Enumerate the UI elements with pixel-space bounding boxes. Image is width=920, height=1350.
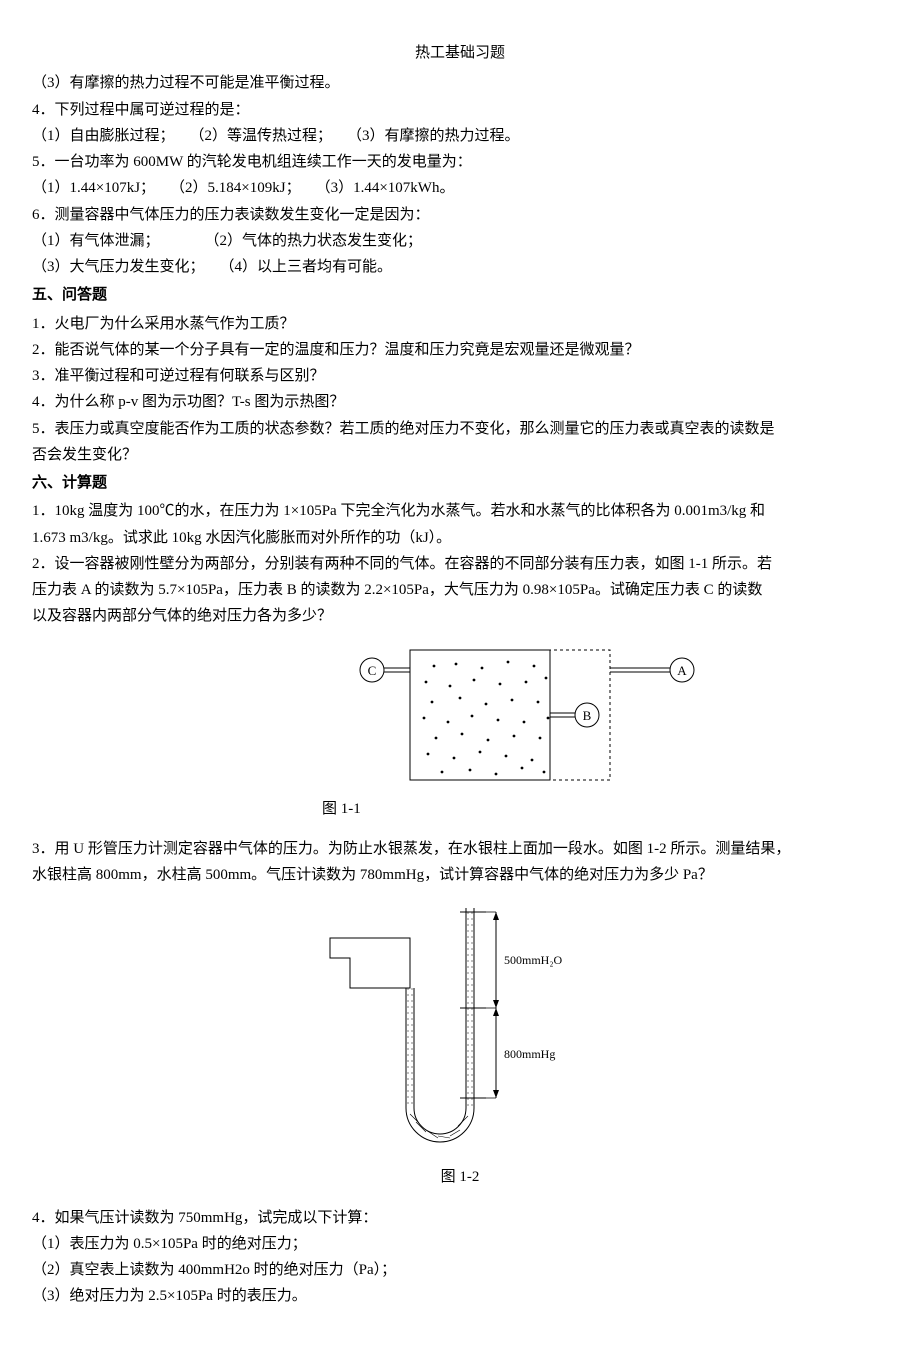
p6-1a: 1．10kg 温度为 100℃的水，在压力为 1×105Pa 下完全汽化为水蒸气… <box>32 498 888 524</box>
text-line: （3）大气压力发生变化； （4）以上三者均有可能。 <box>32 254 888 280</box>
p6-3b: 水银柱高 800mm，水柱高 500mm。气压计读数为 780mmHg，试计算容… <box>32 862 888 888</box>
gauge-c-label: C <box>368 663 377 678</box>
page-title: 热工基础习题 <box>32 40 888 66</box>
p6-2b: 压力表 A 的读数为 5.7×105Pa，压力表 B 的读数为 2.2×105P… <box>32 577 888 603</box>
q5-3: 3．准平衡过程和可逆过程有何联系与区别？ <box>32 363 888 389</box>
q5-2: 2．能否说气体的某一个分子具有一定的温度和压力？温度和压力究竟是宏观量还是微观量… <box>32 337 888 363</box>
gauge-a-label: A <box>677 663 687 678</box>
text-line: （1）1.44×107kJ； （2）5.184×109kJ； （3）1.44×1… <box>32 175 888 201</box>
figure-1-1: C A B 图 1-1 <box>172 640 888 822</box>
p6-3a: 3．用 U 形管压力计测定容器中气体的压力。为防止水银蒸发，在水银柱上面加一段水… <box>32 836 888 862</box>
p6-4: 4．如果气压计读数为 750mmHg，试完成以下计算： <box>32 1205 888 1231</box>
section-6-header: 六、计算题 <box>32 470 888 496</box>
q5-5b: 否会发生变化？ <box>32 442 888 468</box>
q5-5a: 5．表压力或真空度能否作为工质的状态参数？若工质的绝对压力不变化，那么测量它的压… <box>32 416 888 442</box>
text-line: （3）有摩擦的热力过程不可能是准平衡过程。 <box>32 70 888 96</box>
p6-4-3: （3）绝对压力为 2.5×105Pa 时的表压力。 <box>32 1283 888 1309</box>
p6-4-2: （2）真空表上读数为 400mmH2o 时的绝对压力（Pa）； <box>32 1257 888 1283</box>
p6-2c: 以及容器内两部分气体的绝对压力各为多少？ <box>32 603 888 629</box>
q5-1: 1．火电厂为什么采用水蒸气作为工质？ <box>32 311 888 337</box>
section-5-header: 五、问答题 <box>32 282 888 308</box>
p6-1b: 1.673 m3/kg。试求此 10kg 水因汽化膨胀而对外所作的功（kJ）。 <box>32 525 888 551</box>
p6-2a: 2．设一容器被刚性壁分为两部分，分别装有两种不同的气体。在容器的不同部分装有压力… <box>32 551 888 577</box>
text-line: （1）有气体泄漏； （2）气体的热力状态发生变化； <box>32 228 888 254</box>
gauge-b-label: B <box>583 708 592 723</box>
figure-1-2: 500mmH₂O 800mmHg 图 1-2 <box>32 898 888 1190</box>
p6-4-1: （1）表压力为 0.5×105Pa 时的绝对压力； <box>32 1231 888 1257</box>
q5-4: 4．为什么称 p-v 图为示功图？T-s 图为示热图？ <box>32 389 888 415</box>
figure-1-1-caption: 图 1-1 <box>322 796 888 822</box>
text-line: 6．测量容器中气体压力的压力表读数发生变化一定是因为： <box>32 202 888 228</box>
text-line: 5．一台功率为 600MW 的汽轮发电机组连续工作一天的发电量为： <box>32 149 888 175</box>
text-line: （1）自由膨胀过程； （2）等温传热过程； （3）有摩擦的热力过程。 <box>32 123 888 149</box>
fig2-water-label: 500mmH₂O <box>504 953 563 967</box>
fig2-hg-label: 800mmHg <box>504 1047 555 1061</box>
text-line: 4．下列过程中属可逆过程的是： <box>32 97 888 123</box>
figure-1-2-caption: 图 1-2 <box>32 1164 888 1190</box>
